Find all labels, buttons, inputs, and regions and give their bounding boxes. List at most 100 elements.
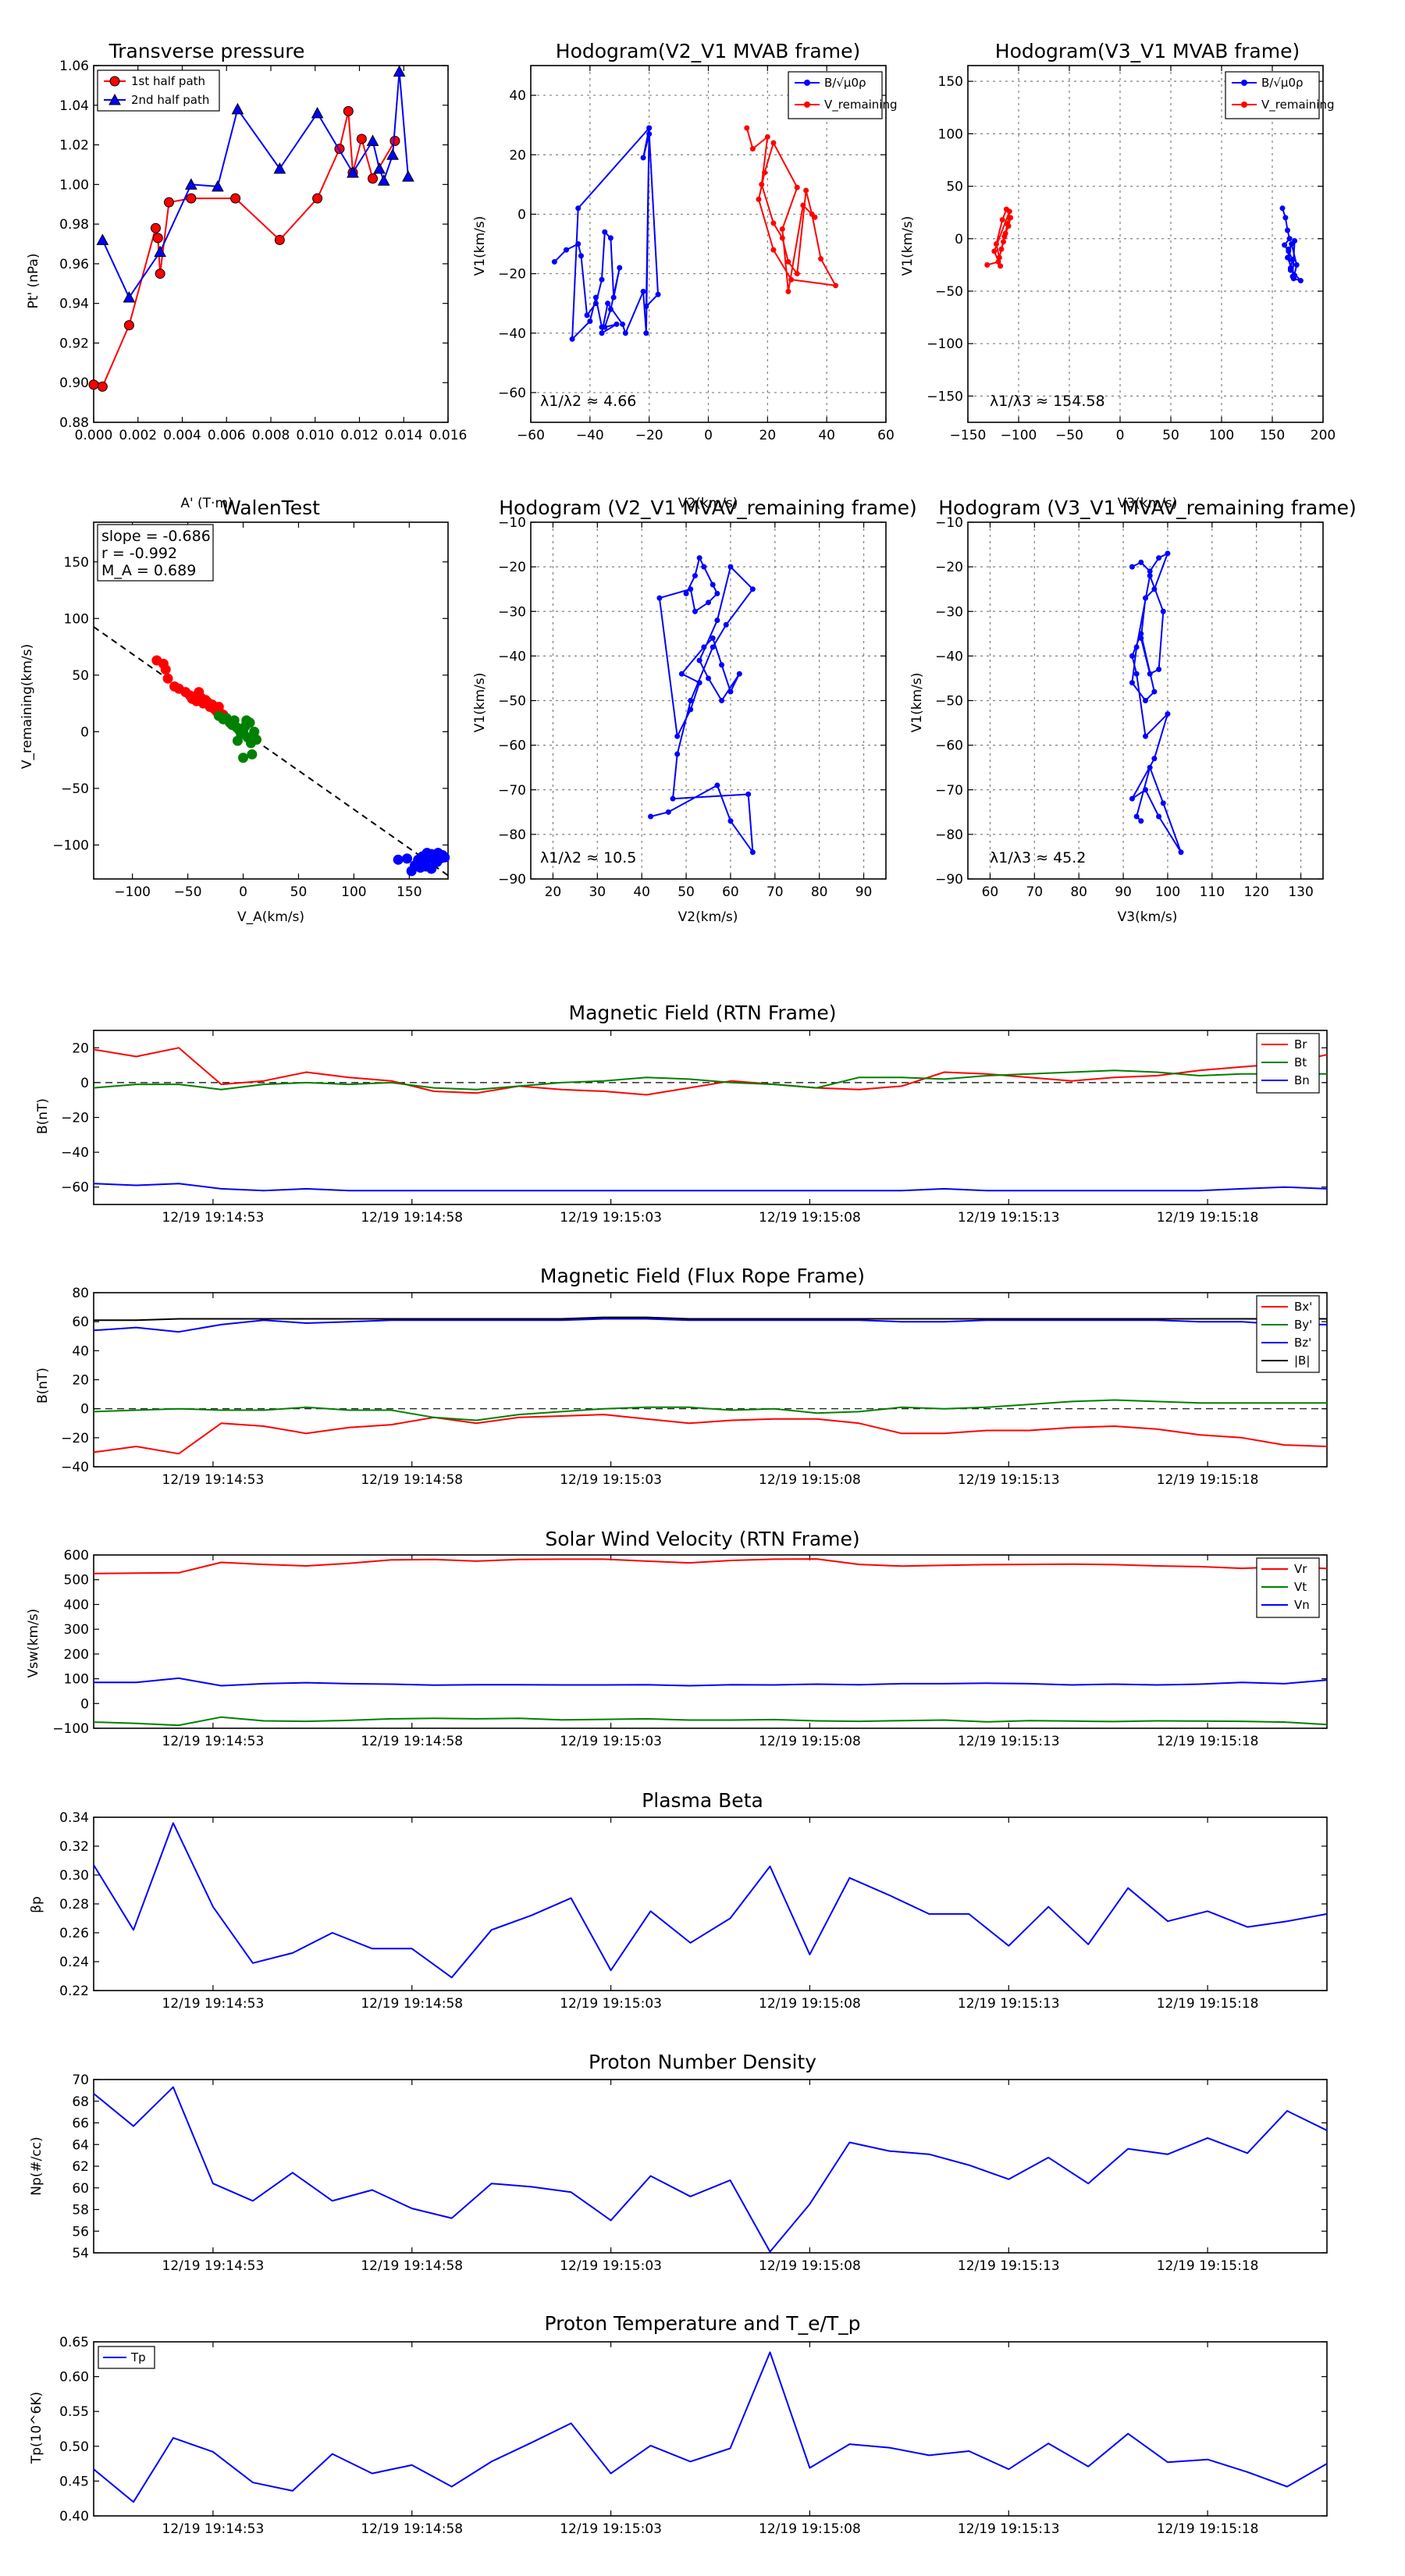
data-point xyxy=(1156,555,1162,561)
plot-area-proton-temperature: 12/19 19:14:53 12/19 19:14:58 12/19 19:15:… xyxy=(59,2335,1328,2537)
y-tick-label: 80 xyxy=(72,1286,89,1301)
data-point xyxy=(833,283,839,289)
plot-frame xyxy=(93,1030,1328,1205)
series-line-bt xyxy=(93,1069,1327,1091)
ylabel-transverse-pressure: Pt' (nPa) xyxy=(26,254,41,309)
data-point xyxy=(564,247,569,253)
y-tick-label: −50 xyxy=(61,781,89,797)
panel-walen-test: WalenTest V_A(km/s) V_remaining(km/s) −1… xyxy=(20,496,450,925)
plot-area-proton-density: 12/19 19:14:53 12/19 19:14:58 12/19 19:15:… xyxy=(72,2073,1328,2274)
data-point xyxy=(800,202,806,208)
data-point xyxy=(710,635,716,642)
y-tick-label: 0.45 xyxy=(59,2474,89,2489)
x-tick-label: 12/19 19:15:18 xyxy=(1157,2521,1259,2537)
x-tick-label: 70 xyxy=(1026,884,1043,900)
data-point xyxy=(230,193,241,204)
data-point xyxy=(692,608,698,614)
x-tick-label: 0 xyxy=(704,428,713,443)
legend-hodogram-v3-v1-mvab: B/√μ0ρ V_remaining xyxy=(1225,71,1335,119)
x-tick-label: 60 xyxy=(722,884,739,900)
x-tick-label: 12/19 19:15:03 xyxy=(560,2521,662,2537)
y-tick-label: 0.94 xyxy=(59,297,89,312)
data-point xyxy=(150,222,161,233)
legend-label-bz: Bz' xyxy=(1294,1336,1311,1350)
data-point xyxy=(688,698,694,703)
x-tick-label: 50 xyxy=(1162,428,1179,443)
scatter-point xyxy=(160,664,171,675)
annotation-hodogram-v2-v1-mvav: λ1/λ2 ≈ 10.5 xyxy=(540,849,636,866)
y-tick-label: 600 xyxy=(64,1548,89,1564)
data-point xyxy=(1138,559,1144,565)
data-point xyxy=(273,162,286,174)
plot-area-hodogram-v2-v1-mvav: 20 30 40 50 60 70 80 90 −90 −80 −70 −60 −50 −40 −30 −20… xyxy=(498,515,887,900)
scatter-point xyxy=(232,735,243,746)
y-tick-label: −40 xyxy=(61,1145,89,1161)
scatter-point xyxy=(402,853,413,864)
y-tick-label: −40 xyxy=(498,326,526,342)
x-tick-label: 0.002 xyxy=(119,428,157,443)
y-tick-label: 0.98 xyxy=(59,217,89,233)
x-tick-label: 20 xyxy=(545,884,562,900)
data-point xyxy=(1165,711,1171,717)
data-point xyxy=(373,162,386,174)
x-tick-label: 12/19 19:15:13 xyxy=(958,1996,1060,2012)
series-line-by xyxy=(93,1399,1327,1421)
data-point xyxy=(1133,813,1140,820)
data-point xyxy=(569,336,575,342)
data-point xyxy=(1279,205,1286,212)
data-point xyxy=(648,813,654,820)
y-tick-label: 0 xyxy=(80,724,89,740)
data-point xyxy=(551,258,557,265)
data-point xyxy=(1285,254,1290,261)
data-point xyxy=(706,675,711,681)
data-point xyxy=(723,621,729,628)
x-tick-label: 60 xyxy=(982,884,999,900)
x-tick-label: 0 xyxy=(239,884,247,900)
x-tick-label: 12/19 19:15:08 xyxy=(759,1472,861,1488)
data-point xyxy=(764,133,770,140)
x-tick-label: 80 xyxy=(811,884,828,900)
data-point xyxy=(1147,568,1153,575)
x-tick-label: 0.008 xyxy=(252,428,290,443)
title-magnetic-field-rtn: Magnetic Field (RTN Frame) xyxy=(569,1002,837,1024)
x-tick-label: 12/19 19:15:18 xyxy=(1157,1472,1259,1488)
data-point xyxy=(185,178,197,190)
data-point xyxy=(696,680,702,686)
y-tick-label: −60 xyxy=(498,738,526,754)
legend-label-b: B/√μ0ρ xyxy=(824,76,866,90)
data-point xyxy=(714,617,720,624)
y-tick-label: −80 xyxy=(935,827,963,843)
legend-marker-1st-half xyxy=(109,76,120,87)
data-point xyxy=(646,125,653,131)
data-point xyxy=(587,318,593,325)
stat-ma: M_A = 0.689 xyxy=(101,562,196,579)
panel-hodogram-v3-v1-mvav: Hodogram (V3_V1 MVAV_remaining frame) V3… xyxy=(909,496,1357,925)
y-tick-label: 0.34 xyxy=(59,1810,89,1826)
data-point xyxy=(696,657,702,664)
x-tick-label: 12/19 19:15:18 xyxy=(1157,1996,1259,2012)
data-point xyxy=(96,233,109,245)
series-line-vn xyxy=(94,1677,1328,1687)
x-tick-label: 30 xyxy=(589,884,606,900)
xlabel-walen-test: V_A(km/s) xyxy=(237,909,304,925)
x-tick-label: 12/19 19:15:08 xyxy=(759,2258,861,2274)
y-tick-label: −60 xyxy=(935,738,963,754)
legend-marker-v xyxy=(804,101,810,108)
plot-area-magnetic-field-flux-rope: 12/19 19:14:53 12/19 19:14:58 12/19 19:15:… xyxy=(61,1286,1328,1488)
y-tick-label: −100 xyxy=(52,1721,89,1737)
x-tick-label: 60 xyxy=(877,428,895,443)
data-point xyxy=(1129,564,1135,570)
data-point xyxy=(610,294,617,301)
data-point xyxy=(701,644,707,650)
y-tick-label: 100 xyxy=(64,611,89,627)
x-tick-label: 100 xyxy=(341,884,366,900)
legend-label-vr: Vr xyxy=(1294,1562,1307,1576)
legend-marker-2nd-half xyxy=(108,93,121,105)
x-tick-label: 12/19 19:15:08 xyxy=(759,1210,861,1226)
ylabel-magnetic-field-rtn: B(nT) xyxy=(35,1098,51,1134)
data-point xyxy=(1285,227,1290,233)
ylabel-hodogram-v3-v1-mvav: V1(km/s) xyxy=(909,673,925,733)
data-point xyxy=(1286,236,1293,242)
x-tick-label: 12/19 19:14:58 xyxy=(361,1472,463,1488)
data-point xyxy=(592,301,599,307)
